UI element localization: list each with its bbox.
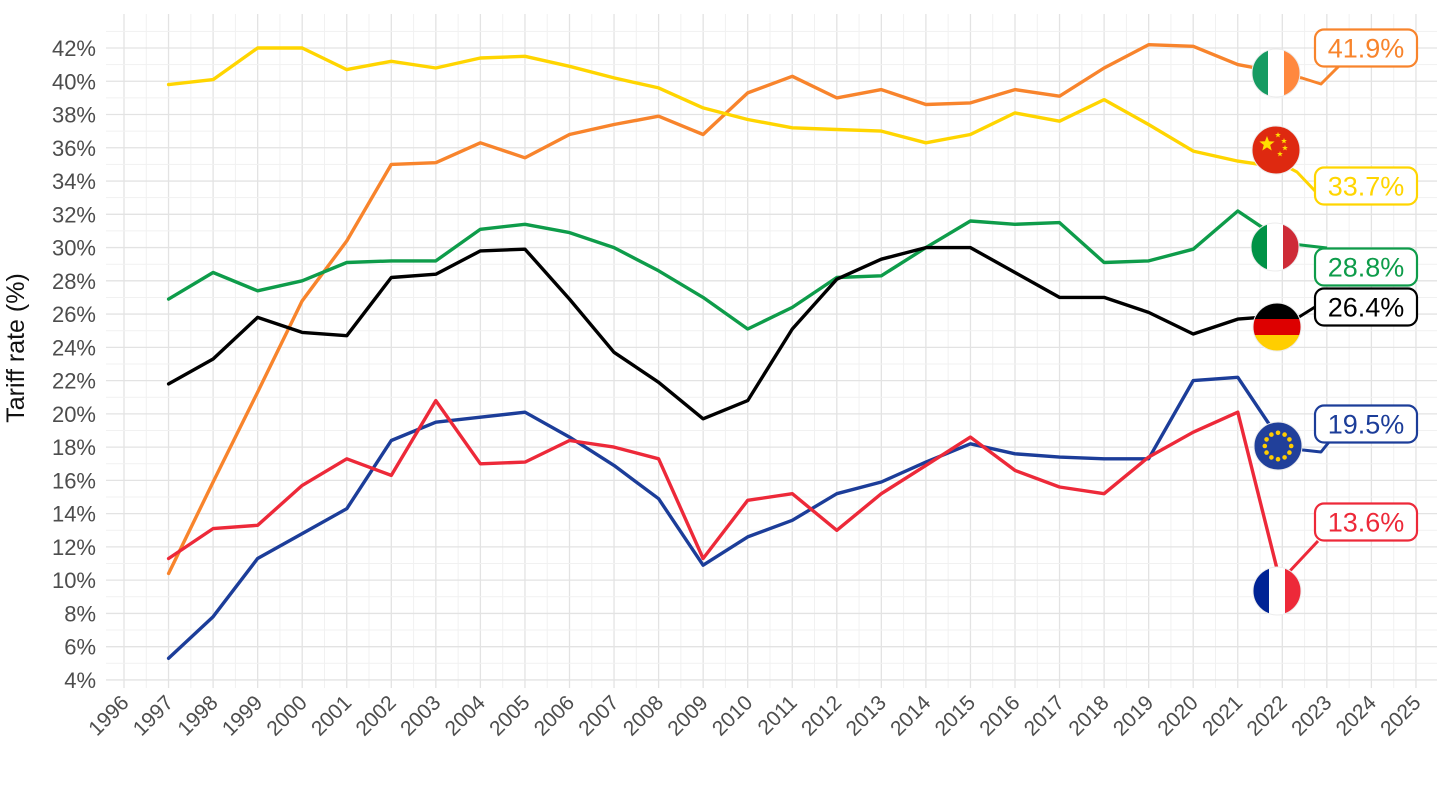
x-tick-label: 2023 [1287,691,1336,740]
x-tick-label: 2020 [1153,691,1202,740]
x-tick-label: 2018 [1064,691,1113,740]
eu-flag-icon [1254,422,1302,470]
y-tick-label: 40% [52,69,96,94]
end-value-labels: 41.9% 33.7% 28.8% 26.4% 19.5% 13.6% [1313,28,1419,542]
end-label-value-china: 33.7% [1328,172,1405,202]
x-tick-label: 2019 [1109,691,1158,740]
x-tick-label: 2012 [797,691,846,740]
x-tick-label: 2011 [754,691,802,739]
italy-flag-icon [1251,223,1299,271]
x-tick-label: 2004 [441,691,491,741]
x-axis-tick-labels: 1996199719981999200020012002200320042005… [84,691,1425,741]
y-tick-label: 28% [52,269,96,294]
y-tick-label: 36% [52,136,96,161]
y-tick-label: 8% [64,601,96,626]
x-tick-label: 2010 [708,691,757,740]
end-label-box-italy [1313,247,1419,287]
end-label-value-italy: 28.8% [1328,253,1405,283]
end-label-box-germany [1313,287,1419,327]
china-flag-icon [1252,126,1300,174]
series-line-eu [166,375,1285,660]
x-tick-label: 2006 [530,691,579,740]
x-tick-label: 2001 [307,691,356,740]
y-tick-label: 4% [64,668,96,693]
end-label-box-eu [1313,404,1419,444]
series-line-china [166,46,1285,170]
y-tick-label: 16% [52,468,96,493]
series-line-italy [166,209,1285,331]
series-line-france [166,398,1285,592]
x-tick-label: 1997 [129,691,178,740]
x-tick-label: 2005 [485,691,534,740]
y-tick-label: 42% [52,36,96,61]
y-tick-label: 14% [52,502,96,527]
y-tick-label: 34% [52,169,96,194]
france-flag-icon [1253,567,1301,615]
x-tick-label: 2021 [1198,691,1247,740]
y-axis-title: Tariff rate (%) [2,273,30,423]
x-tick-label: 2025 [1376,691,1425,740]
y-tick-label: 22% [52,369,96,394]
x-tick-label: 2002 [352,691,401,740]
y-tick-label: 24% [52,335,96,360]
ireland-flag-icon [1252,49,1300,97]
end-label-box-ireland [1313,28,1419,68]
x-tick-label: 2022 [1243,691,1292,740]
y-tick-label: 20% [52,402,96,427]
flag-markers [1250,48,1303,616]
y-tick-label: 6% [64,635,96,660]
x-tick-label: 2014 [886,691,936,741]
x-tick-label: 1999 [218,691,267,740]
y-tick-label: 12% [52,535,96,560]
series-lines [166,43,1285,660]
x-tick-label: 2009 [663,691,712,740]
y-axis-tick-labels: 42% 40% 38% 36% 34% 32% 30% 28% 26% 24% 22% 20% 18% 1… [52,36,96,693]
x-tick-label: 2024 [1332,691,1382,741]
plot-gridlines [106,14,1437,688]
germany-flag-icon [1253,303,1301,351]
end-label-box-france [1313,502,1419,542]
x-tick-label: 2016 [975,691,1024,740]
end-label-value-eu: 19.5% [1328,410,1405,440]
x-tick-label: 2013 [842,691,891,740]
y-tick-label: 32% [52,202,96,227]
end-label-value-france: 13.6% [1328,508,1405,538]
x-tick-label: 2007 [574,691,623,740]
y-tick-label: 26% [52,302,96,327]
label-connector-france [1286,539,1320,575]
end-label-box-china [1313,166,1419,206]
end-label-value-germany: 26.4% [1328,293,1405,323]
y-tick-label: 18% [52,435,96,460]
x-tick-label: 2017 [1020,691,1069,740]
x-tick-label: 1996 [84,691,133,740]
series-line-germany [166,245,1285,421]
x-tick-label: 2008 [619,691,668,740]
y-tick-label: 30% [52,236,96,261]
x-tick-label: 2003 [396,691,445,740]
x-tick-label: 2000 [262,691,311,740]
end-label-value-ireland: 41.9% [1328,34,1405,64]
x-tick-label: 2015 [931,691,980,740]
y-tick-label: 38% [52,103,96,128]
y-tick-label: 10% [52,568,96,593]
x-tick-label: 1998 [173,691,222,740]
